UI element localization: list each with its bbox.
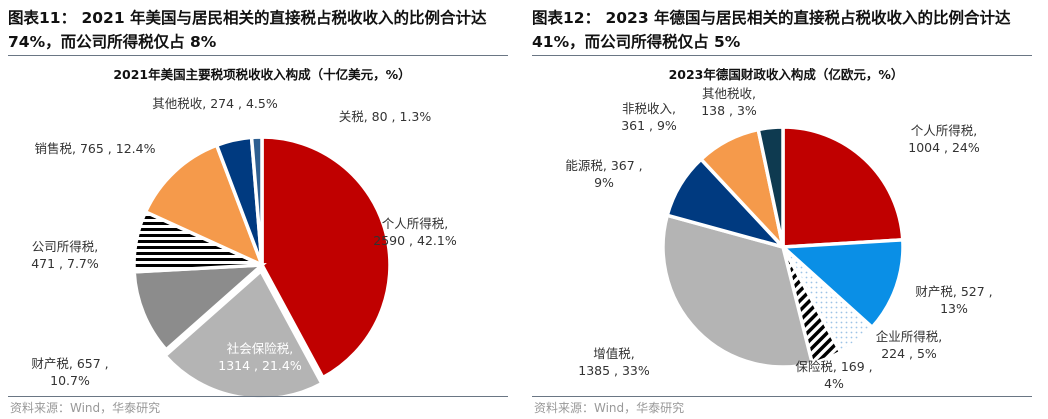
data-label: 财产税, 657 , 10.7%	[31, 355, 108, 389]
data-label: 企业所得税, 224 , 5%	[876, 328, 942, 362]
data-label-line: 1004 , 24%	[908, 140, 980, 155]
data-label-line: 保险税, 169 ,	[795, 359, 873, 374]
data-label-line: 个人所得税,	[910, 123, 978, 138]
figure-title-line: 图表11： 2021 年美国与居民相关的直接税占税收收入的比例合计达	[8, 9, 487, 27]
figure-title: 图表11： 2021 年美国与居民相关的直接税占税收收入的比例合计达 74%，而…	[8, 6, 518, 54]
source-note: 资料来源：Wind，华泰研究	[10, 401, 161, 415]
divider	[8, 396, 508, 397]
panel-de: 图表12： 2023 年德国与居民相关的直接税占税收收入的比例合计达 41%，而…	[524, 0, 1048, 419]
data-label: 公司所得税, 471 , 7.7%	[31, 238, 99, 272]
pie-slice-5	[661, 213, 815, 369]
data-label-line: 公司所得税,	[31, 239, 99, 254]
data-label-line: 1385 , 33%	[578, 363, 650, 378]
divider	[8, 55, 508, 56]
data-label-line: 138 , 3%	[701, 103, 757, 118]
data-label-line: 1314 , 21.4%	[218, 358, 302, 373]
data-label-line: 361 , 9%	[621, 118, 677, 133]
data-label-line: 关税, 80 , 1.3%	[338, 109, 432, 124]
data-label: 增值税, 1385 , 33%	[578, 345, 650, 379]
pie-slice-1	[781, 125, 905, 249]
data-label-line: 社会保险税,	[226, 341, 294, 356]
data-label-line: 财产税, 527 ,	[915, 284, 993, 299]
pie-slice-8	[756, 125, 785, 248]
data-label: 销售税, 765 , 12.4%	[35, 140, 156, 157]
divider	[532, 55, 1032, 56]
source-note: 资料来源：Wind，华泰研究	[534, 401, 685, 415]
chart-title: 2021年美国主要税项税收收入构成（十亿美元，%）	[113, 67, 411, 82]
figure-title-line: 图表12： 2023 年德国与居民相关的直接税占税收收入的比例合计达	[532, 9, 1011, 27]
pie-chart-de	[661, 125, 905, 369]
data-label-line: 10.7%	[50, 373, 90, 388]
figure-title-line: 74%，而公司所得税仅占 8%	[8, 33, 217, 51]
data-label: 社会保险税, 1314 , 21.4%	[218, 340, 301, 374]
data-label-line: 销售税, 765 , 12.4%	[34, 141, 156, 156]
data-label: 其他税收, 138 , 3%	[701, 85, 757, 119]
pie-slice-2	[778, 237, 905, 330]
data-label-line: 企业所得税,	[875, 329, 943, 344]
panel-us: 图表11： 2021 年美国与居民相关的直接税占税收收入的比例合计达 74%，而…	[8, 6, 518, 415]
pie-slice-7	[249, 135, 264, 266]
data-label-line: 其他税收,	[702, 86, 756, 101]
data-label-line: 个人所得税,	[381, 216, 449, 231]
divider	[532, 396, 1032, 397]
pie-chart-us	[132, 135, 392, 401]
data-label-line: 增值税,	[593, 346, 635, 361]
figure-title-line: 41%，而公司所得税仅占 5%	[532, 33, 741, 51]
data-label: 其他税收, 274 , 4.5%	[152, 95, 277, 112]
data-label: 个人所得税, 1004 , 24%	[908, 122, 980, 156]
data-label: 能源税, 367 , 9%	[565, 157, 642, 191]
pie-slice-5	[143, 143, 266, 269]
data-label-line: 13%	[940, 301, 968, 316]
data-label: 关税, 80 , 1.3%	[339, 108, 432, 125]
data-label: 非税收入, 361 , 9%	[621, 100, 677, 134]
data-label-line: 224 , 5%	[881, 346, 937, 361]
data-label-line: 2590 , 42.1%	[373, 233, 457, 248]
data-label: 个人所得税, 2590 , 42.1%	[373, 215, 456, 249]
figure-title: 图表12： 2023 年德国与居民相关的直接税占税收收入的比例合计达 41%，而…	[532, 6, 1042, 54]
chart-title: 2023年德国财政收入构成（亿欧元，%）	[668, 67, 904, 82]
data-label-line: 非税收入,	[622, 101, 676, 116]
pie-slice-3	[132, 262, 267, 353]
data-label-line: 9%	[594, 175, 614, 190]
data-label: 财产税, 527 , 13%	[915, 283, 992, 317]
data-label: 保险税, 169 , 4%	[795, 358, 872, 392]
data-label-line: 其他税收, 274 , 4.5%	[152, 96, 278, 111]
data-label-line: 能源税, 367 ,	[565, 158, 643, 173]
data-label-line: 财产税, 657 ,	[31, 356, 109, 371]
data-label-line: 471 , 7.7%	[31, 256, 99, 271]
data-label-line: 4%	[824, 376, 844, 391]
pie-slice-1	[260, 135, 392, 380]
